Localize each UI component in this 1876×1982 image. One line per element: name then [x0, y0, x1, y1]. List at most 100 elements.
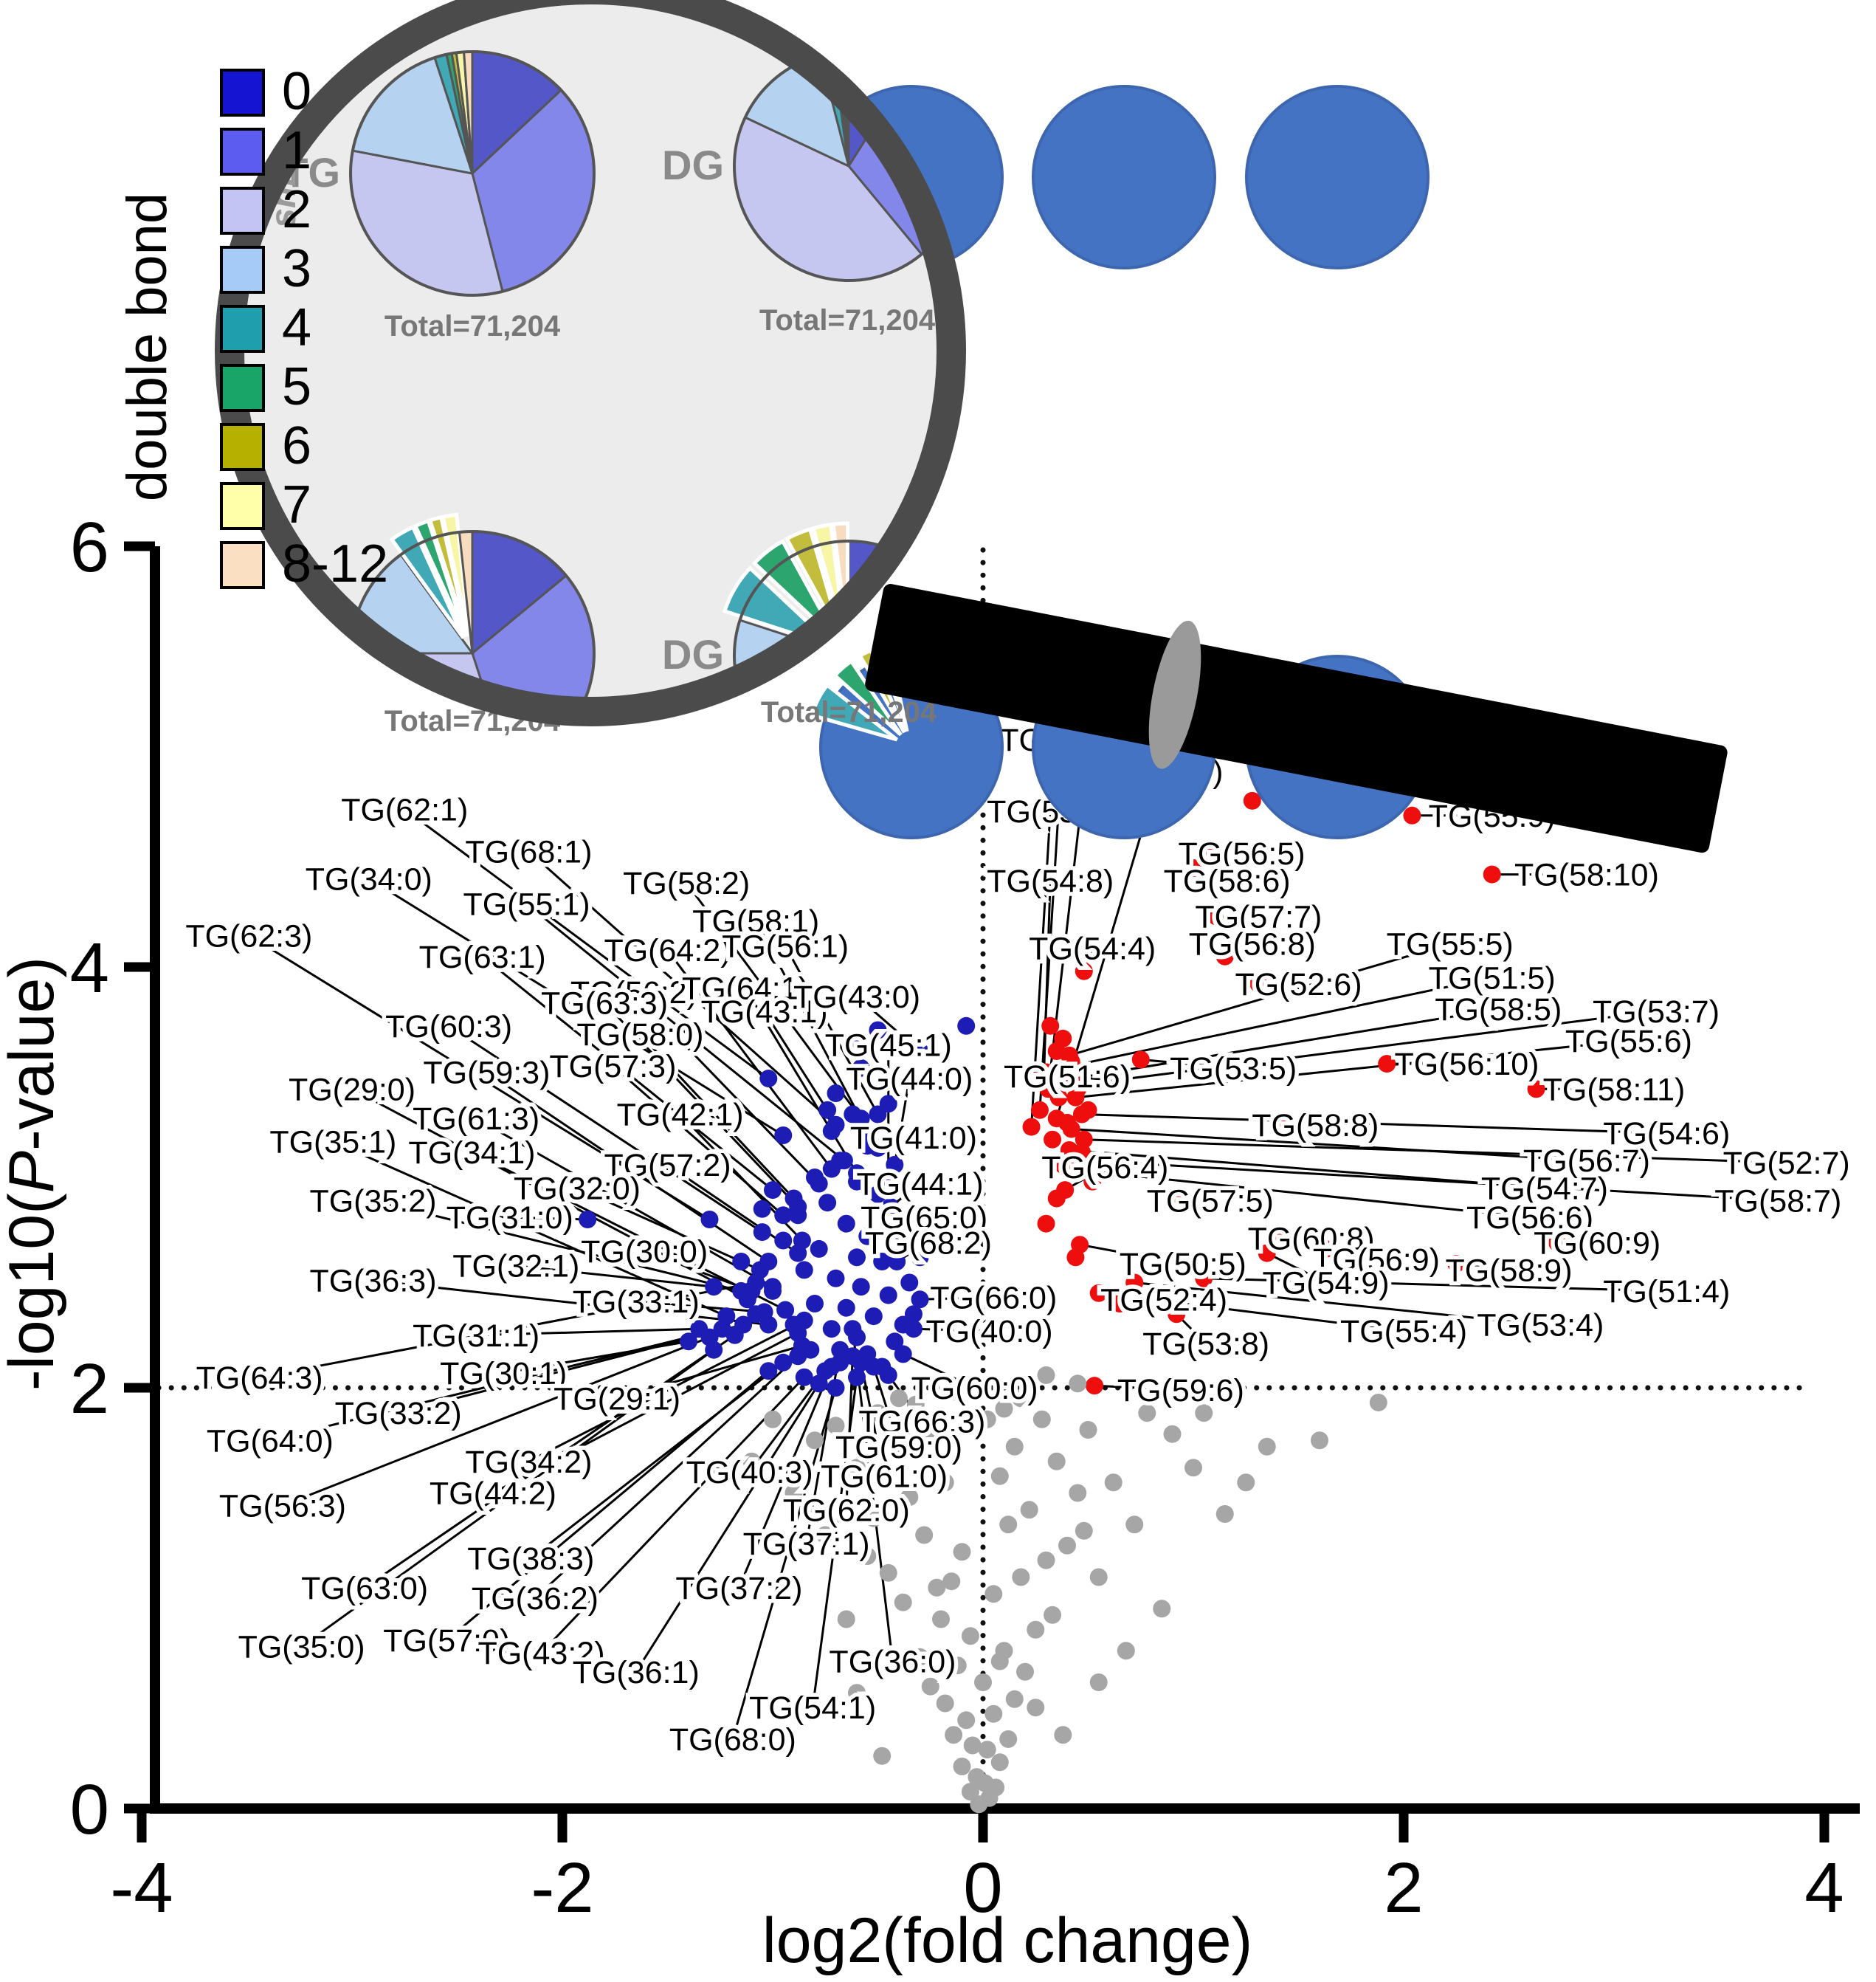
decreased-point — [911, 1248, 929, 1267]
increased-point — [1089, 1284, 1108, 1302]
increased-point — [1378, 1055, 1396, 1073]
tg-species-label: TG(60:8) — [1248, 1222, 1375, 1257]
tg-species-label: TG(59:6) — [1117, 1373, 1244, 1408]
leader-line — [1140, 1058, 1234, 1070]
tg-species-label: TG(36:1) — [573, 1655, 700, 1690]
not-significant-point — [974, 1673, 992, 1691]
not-significant-point — [948, 1656, 967, 1675]
legend-entry-label: 2 — [282, 180, 311, 239]
not-significant-point — [1075, 1521, 1093, 1540]
not-significant-point — [915, 1526, 934, 1544]
tg-species-label: TG(54:8) — [987, 864, 1114, 899]
tg-species-label: TG(58:5) — [1435, 992, 1562, 1028]
increased-point — [1269, 1229, 1286, 1248]
leader-line — [300, 1349, 715, 1648]
decreased-point — [810, 1374, 828, 1393]
threshold-lines — [156, 547, 1815, 1810]
decreased-point — [822, 1160, 841, 1178]
increased-point — [1243, 791, 1261, 810]
legend-swatch-0 — [220, 69, 265, 117]
x-axis-title: log2(fold change) — [762, 1905, 1253, 1976]
not-significant-point — [1054, 1726, 1072, 1744]
pie-outline — [733, 540, 937, 698]
not-significant-point — [1311, 1431, 1328, 1450]
increased-point — [1125, 1273, 1144, 1292]
decreased-point — [784, 1189, 803, 1208]
tg-species-label: TG(52:6) — [1235, 967, 1362, 1002]
increased-point — [1447, 1254, 1466, 1273]
not-significant-point — [957, 1711, 976, 1730]
leader-line — [1086, 1159, 1779, 1202]
tg-species-label: TG(64:1) — [682, 971, 809, 1007]
tg-species-label: TG(56:4) — [1041, 1150, 1168, 1186]
not-significant-point — [984, 1704, 1003, 1723]
pie-total-label: Total=71,204 — [384, 310, 561, 343]
tg-species-label: TG(62:3) — [185, 918, 312, 954]
decreased-point — [755, 1303, 773, 1321]
tg-species-label: TG(64:0) — [207, 1423, 334, 1459]
x-tick-label: -2 — [531, 1848, 593, 1927]
tg-species-label: TG(56:10) — [1395, 1047, 1539, 1082]
increased-point — [1071, 1236, 1089, 1254]
not-significant-point — [1237, 1473, 1255, 1492]
leader-line — [1094, 1384, 1181, 1391]
tg-species-label: TG(58:2) — [623, 866, 750, 901]
increased-point — [1131, 1050, 1150, 1069]
leader-line — [920, 1295, 994, 1301]
tg-species-label: TG(55:6) — [1565, 1024, 1692, 1059]
tg-species-label: TG(50:5) — [1120, 1247, 1246, 1282]
tg-species-label: TG(56:7) — [1523, 1143, 1650, 1179]
not-significant-point — [1005, 1690, 1024, 1708]
legend-entry-label: 4 — [282, 298, 311, 357]
decreased-point — [822, 1358, 841, 1376]
tg-species-label: TG(36:0) — [829, 1645, 956, 1680]
tg-species-label: TG(33:2) — [335, 1396, 462, 1431]
tg-species-label: TG(58:1) — [692, 904, 819, 939]
legend-entry-label: 3 — [282, 239, 311, 298]
not-significant-point — [999, 1515, 1018, 1534]
increased-point — [1083, 1172, 1102, 1191]
not-significant-point — [890, 1389, 908, 1408]
tg-species-label: TG(58:7) — [1714, 1183, 1841, 1219]
tg-species-label: TG(58:9) — [1445, 1253, 1572, 1288]
increased-point — [1030, 1101, 1049, 1119]
tg-species-label: TG(42:1) — [617, 1098, 744, 1133]
magnifier-handle — [865, 584, 1728, 853]
not-significant-point — [928, 1578, 946, 1597]
leader-line — [635, 1383, 820, 1673]
not-significant-point — [961, 1627, 979, 1645]
increased-point — [1207, 907, 1226, 926]
mini-exploded-slice — [809, 682, 898, 742]
tg-species-label: TG(31:1) — [413, 1318, 539, 1354]
leader-line — [1066, 1168, 1531, 1219]
not-significant-point — [978, 1410, 996, 1428]
tg-species-label: TG(54:7) — [1481, 1171, 1608, 1206]
tg-species-label: TG(55:1) — [463, 887, 590, 923]
leader-line — [368, 878, 784, 1137]
not-significant-point — [999, 1730, 1018, 1748]
leader-line — [639, 1033, 795, 1200]
decreased-point — [848, 1248, 866, 1267]
leader-line — [1069, 943, 1451, 1057]
not-significant-point — [963, 1736, 982, 1755]
decreased-point — [869, 1105, 887, 1124]
increased-point — [1249, 974, 1268, 993]
not-significant-point — [1117, 1642, 1135, 1660]
not-significant-point — [961, 1783, 979, 1801]
decreased-point — [869, 1021, 887, 1039]
leader-line — [332, 1140, 727, 1318]
tg-species-label: TG(60:9) — [1534, 1225, 1661, 1261]
tg-species-label: TG(36:3) — [309, 1264, 436, 1299]
tg-species-label: TG(58:6) — [1164, 864, 1291, 899]
leader-line — [259, 1281, 756, 1379]
not-significant-point — [873, 1747, 892, 1765]
leader-line — [528, 850, 837, 1126]
decreased-point — [810, 1174, 828, 1193]
tg-species-label: TG(33:1) — [573, 1284, 700, 1320]
increased-point — [1075, 1130, 1093, 1149]
decreased-point — [774, 1126, 793, 1144]
increased-point — [1077, 1152, 1095, 1170]
not-significant-point — [1005, 1437, 1024, 1456]
